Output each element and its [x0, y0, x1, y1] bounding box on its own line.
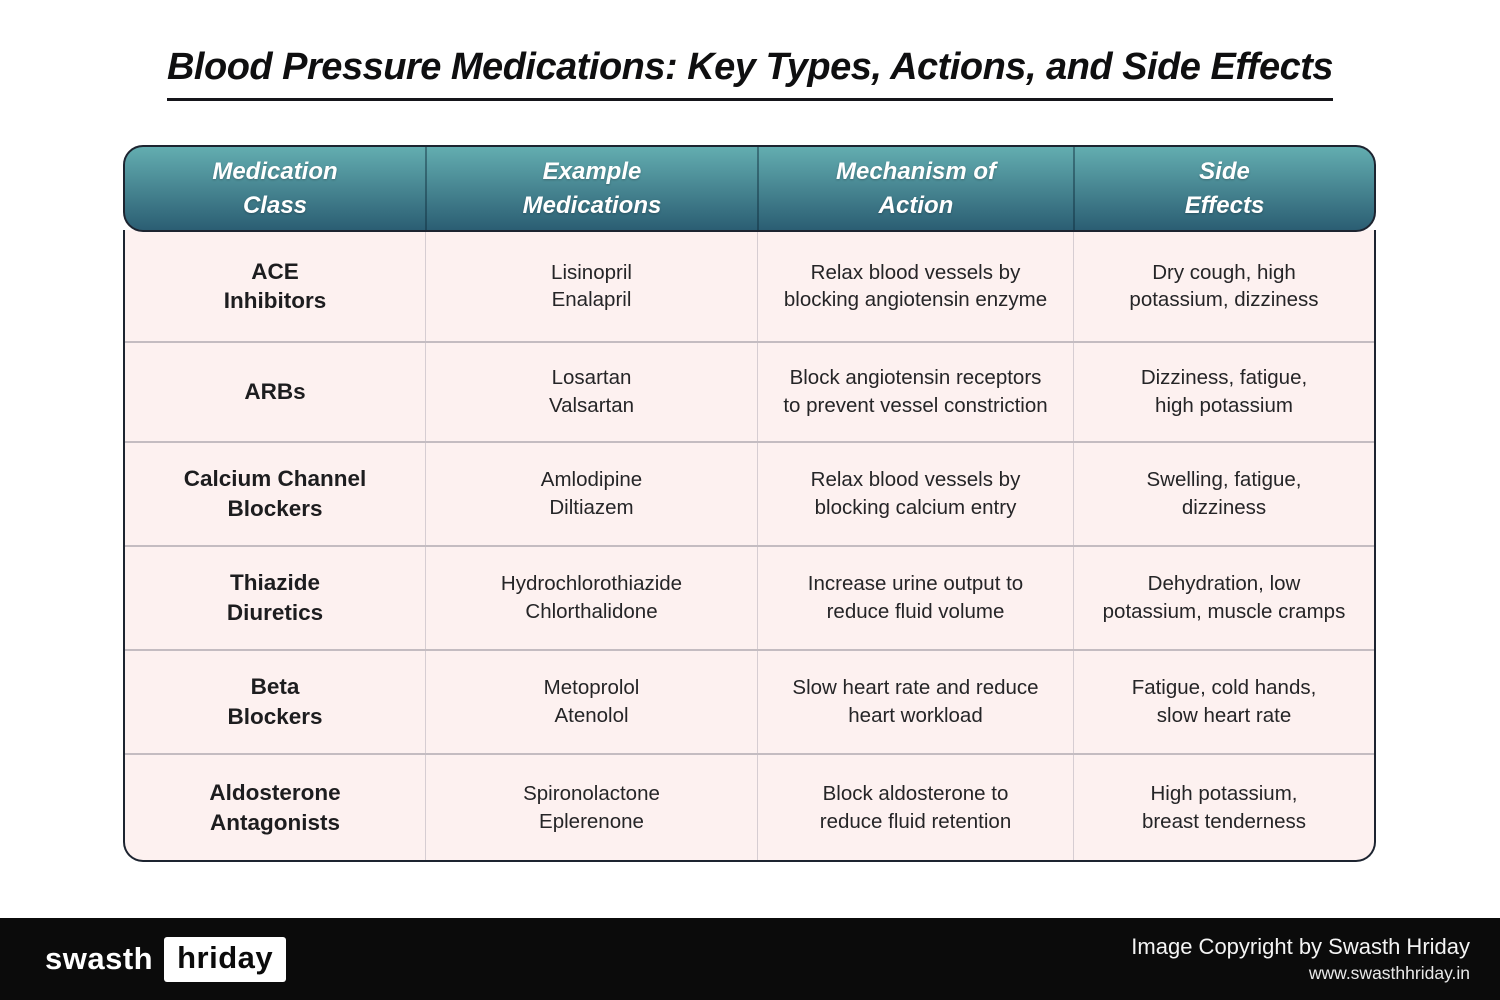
footer: swasth hriday Image Copyright by Swasth …: [0, 918, 1500, 1000]
cell-example-medications: Lisinopril Enalapril: [425, 232, 757, 341]
cell-medication-class: Calcium Channel Blockers: [183, 466, 367, 521]
cell-mechanism-of-action: Slow heart rate and reduce heart workloa…: [757, 650, 1073, 754]
cell-example-medications: Hydrochlorothiazide Chlorthalidone: [425, 546, 757, 649]
table-row-ace-inhibitors: ACE Inhibitors Lisinopril Enalapril Rela…: [125, 232, 1374, 341]
cell-medication-class: Thiazide Diuretics: [226, 570, 324, 625]
brand-name-hriday-box: hriday: [164, 936, 287, 982]
header-cell-mechanism-of-action: Mechanism of Action: [757, 147, 1073, 230]
header-cell-example-medications: Example Medications: [425, 147, 757, 230]
header-cell-medication-class: Medication Class: [212, 158, 338, 219]
table-header-row: Medication Class Example Medications Mec…: [123, 145, 1376, 232]
table-body: ACE Inhibitors Lisinopril Enalapril Rela…: [123, 230, 1376, 862]
cell-medication-class: Beta Blockers: [227, 674, 323, 730]
cell-mechanism-of-action: Relax blood vessels by blocking angioten…: [757, 232, 1073, 341]
cell-mechanism-of-action: Relax blood vessels by blocking calcium …: [757, 442, 1073, 545]
table-row-thiazide-diuretics: Thiazide Diuretics Hydrochlorothiazide C…: [125, 544, 1374, 649]
cell-side-effects: Dizziness, fatigue, high potassium: [1073, 342, 1374, 441]
cell-side-effects: Fatigue, cold hands, slow heart rate: [1073, 650, 1374, 754]
cell-side-effects: Dry cough, high potassium, dizziness: [1073, 232, 1374, 341]
cell-side-effects: High potassium, breast tenderness: [1073, 755, 1374, 860]
brand-name-swasth: swasth: [45, 941, 154, 976]
cell-side-effects: Dehydration, low potassium, muscle cramp…: [1073, 546, 1374, 649]
table-row-arbs: ARBs Losartan Valsartan Block angiotensi…: [125, 340, 1374, 441]
cell-medication-class: ACE Inhibitors: [223, 258, 327, 314]
copyright-block: Image Copyright by Swasth Hriday www.swa…: [1131, 932, 1470, 985]
cell-mechanism-of-action: Block angiotensin receptors to prevent v…: [757, 342, 1073, 441]
website-url: www.swasthhriday.in: [1308, 963, 1470, 984]
header-cell-side-effects: Side Effects: [1073, 147, 1374, 230]
cell-example-medications: Amlodipine Diltiazem: [425, 442, 757, 545]
title-container: Blood Pressure Medications: Key Types, A…: [0, 46, 1500, 101]
cell-medication-class: ARBs: [244, 378, 306, 404]
medications-table: Medication Class Example Medications Mec…: [123, 145, 1376, 862]
cell-side-effects: Swelling, fatigue, dizziness: [1073, 442, 1374, 545]
table-row-beta-blockers: Beta Blockers Metoprolol Atenolol Slow h…: [125, 648, 1374, 754]
brand-logo: swasth hriday: [45, 936, 287, 982]
cell-example-medications: Losartan Valsartan: [425, 342, 757, 441]
cell-mechanism-of-action: Increase urine output to reduce fluid vo…: [757, 546, 1073, 649]
cell-mechanism-of-action: Block aldosterone to reduce fluid retent…: [757, 755, 1073, 860]
table-row-aldosterone-antagonists: Aldosterone Antagonists Spironolactone E…: [125, 753, 1374, 860]
copyright-text: Image Copyright by Swasth Hriday: [1131, 934, 1470, 960]
cell-example-medications: Spironolactone Eplerenone: [425, 755, 757, 860]
brand-name-hriday: hriday: [177, 939, 274, 975]
table-row-calcium-channel-blockers: Calcium Channel Blockers Amlodipine Dilt…: [125, 440, 1374, 545]
page-title: Blood Pressure Medications: Key Types, A…: [166, 46, 1334, 101]
cell-example-medications: Metoprolol Atenolol: [425, 650, 757, 754]
cell-medication-class: Aldosterone Antagonists: [209, 779, 341, 835]
